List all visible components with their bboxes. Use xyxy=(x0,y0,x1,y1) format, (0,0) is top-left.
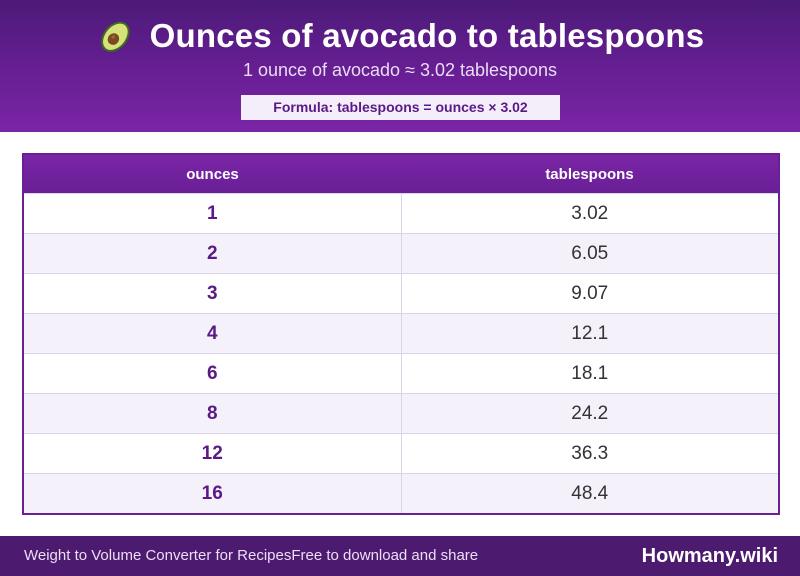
ounces-cell: 8 xyxy=(24,393,402,434)
table-row: 8 24.2 xyxy=(24,393,778,434)
formula-box: Formula: tablespoons = ounces × 3.02 xyxy=(241,95,560,120)
header-banner: Ounces of avocado to tablespoons 1 ounce… xyxy=(0,0,800,132)
tablespoons-cell: 3.02 xyxy=(401,193,778,234)
footer-converter-text: Weight to Volume Converter for Recipes xyxy=(24,547,292,564)
ounces-cell: 1 xyxy=(24,193,402,234)
tablespoons-cell: 6.05 xyxy=(401,233,778,274)
ounces-cell: 4 xyxy=(24,313,402,354)
table-header-row: ounces tablespoons xyxy=(24,155,778,194)
ounces-cell: 3 xyxy=(24,273,402,314)
brand-logo-text[interactable]: Howmany.wiki xyxy=(641,545,778,567)
tablespoons-cell: 24.2 xyxy=(401,393,778,434)
tablespoons-cell: 36.3 xyxy=(401,433,778,474)
page-title: Ounces of avocado to tablespoons xyxy=(149,17,705,54)
column-header-tablespoons: tablespoons xyxy=(401,155,778,194)
table-row: 4 12.1 xyxy=(24,313,778,354)
footer-share-text: Free to download and share xyxy=(291,547,479,564)
table-row: 1 3.02 xyxy=(24,193,778,234)
avocado-icon xyxy=(100,21,130,52)
ounces-cell: 12 xyxy=(24,433,402,474)
footer-tagline: Weight to Volume Converter for RecipesFr… xyxy=(24,536,478,576)
table-row: 6 18.1 xyxy=(24,353,778,394)
tablespoons-cell: 12.1 xyxy=(401,313,778,354)
page-subtitle: 1 ounce of avocado ≈ 3.02 tablespoons xyxy=(242,60,558,80)
ounces-cell: 6 xyxy=(24,353,402,394)
tablespoons-cell: 18.1 xyxy=(401,353,778,394)
ounces-cell: 16 xyxy=(24,473,402,513)
table-row: 16 48.4 xyxy=(24,473,778,513)
conversion-table: ounces tablespoons 1 3.02 2 6.05 3 9.07 … xyxy=(22,153,780,515)
table-row: 2 6.05 xyxy=(24,233,778,274)
tablespoons-cell: 9.07 xyxy=(401,273,778,314)
footer-bar: Weight to Volume Converter for RecipesFr… xyxy=(0,536,800,576)
ounces-cell: 2 xyxy=(24,233,402,274)
table-row: 12 36.3 xyxy=(24,433,778,474)
table-row: 3 9.07 xyxy=(24,273,778,314)
column-header-ounces: ounces xyxy=(24,155,401,194)
tablespoons-cell: 48.4 xyxy=(401,473,778,513)
title-row: Ounces of avocado to tablespoons xyxy=(0,14,800,58)
